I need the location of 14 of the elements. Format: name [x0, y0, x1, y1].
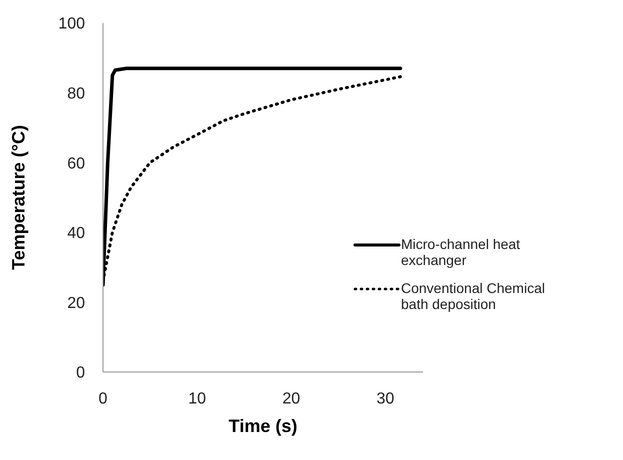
legend-label: Conventional Chemical bath deposition	[401, 280, 546, 312]
y-tick-label: 40	[67, 225, 86, 242]
x-tick-label: 20	[282, 390, 300, 408]
y-tick-label: 0	[76, 364, 86, 382]
y-tick-label: 100	[58, 16, 86, 33]
y-tick-label: 80	[67, 85, 86, 102]
y-axis-title: Temperature (°C)	[8, 125, 28, 270]
y-tick-label: 20	[67, 294, 86, 312]
x-tick-label: 30	[376, 390, 394, 408]
y-tick-label: 60	[67, 155, 86, 172]
x-tick-label: 0	[98, 390, 108, 408]
legend-label: Micro-channel heat exchanger	[401, 236, 522, 268]
x-tick-label: 10	[188, 390, 206, 408]
x-axis-title: Time (s)	[228, 416, 298, 436]
